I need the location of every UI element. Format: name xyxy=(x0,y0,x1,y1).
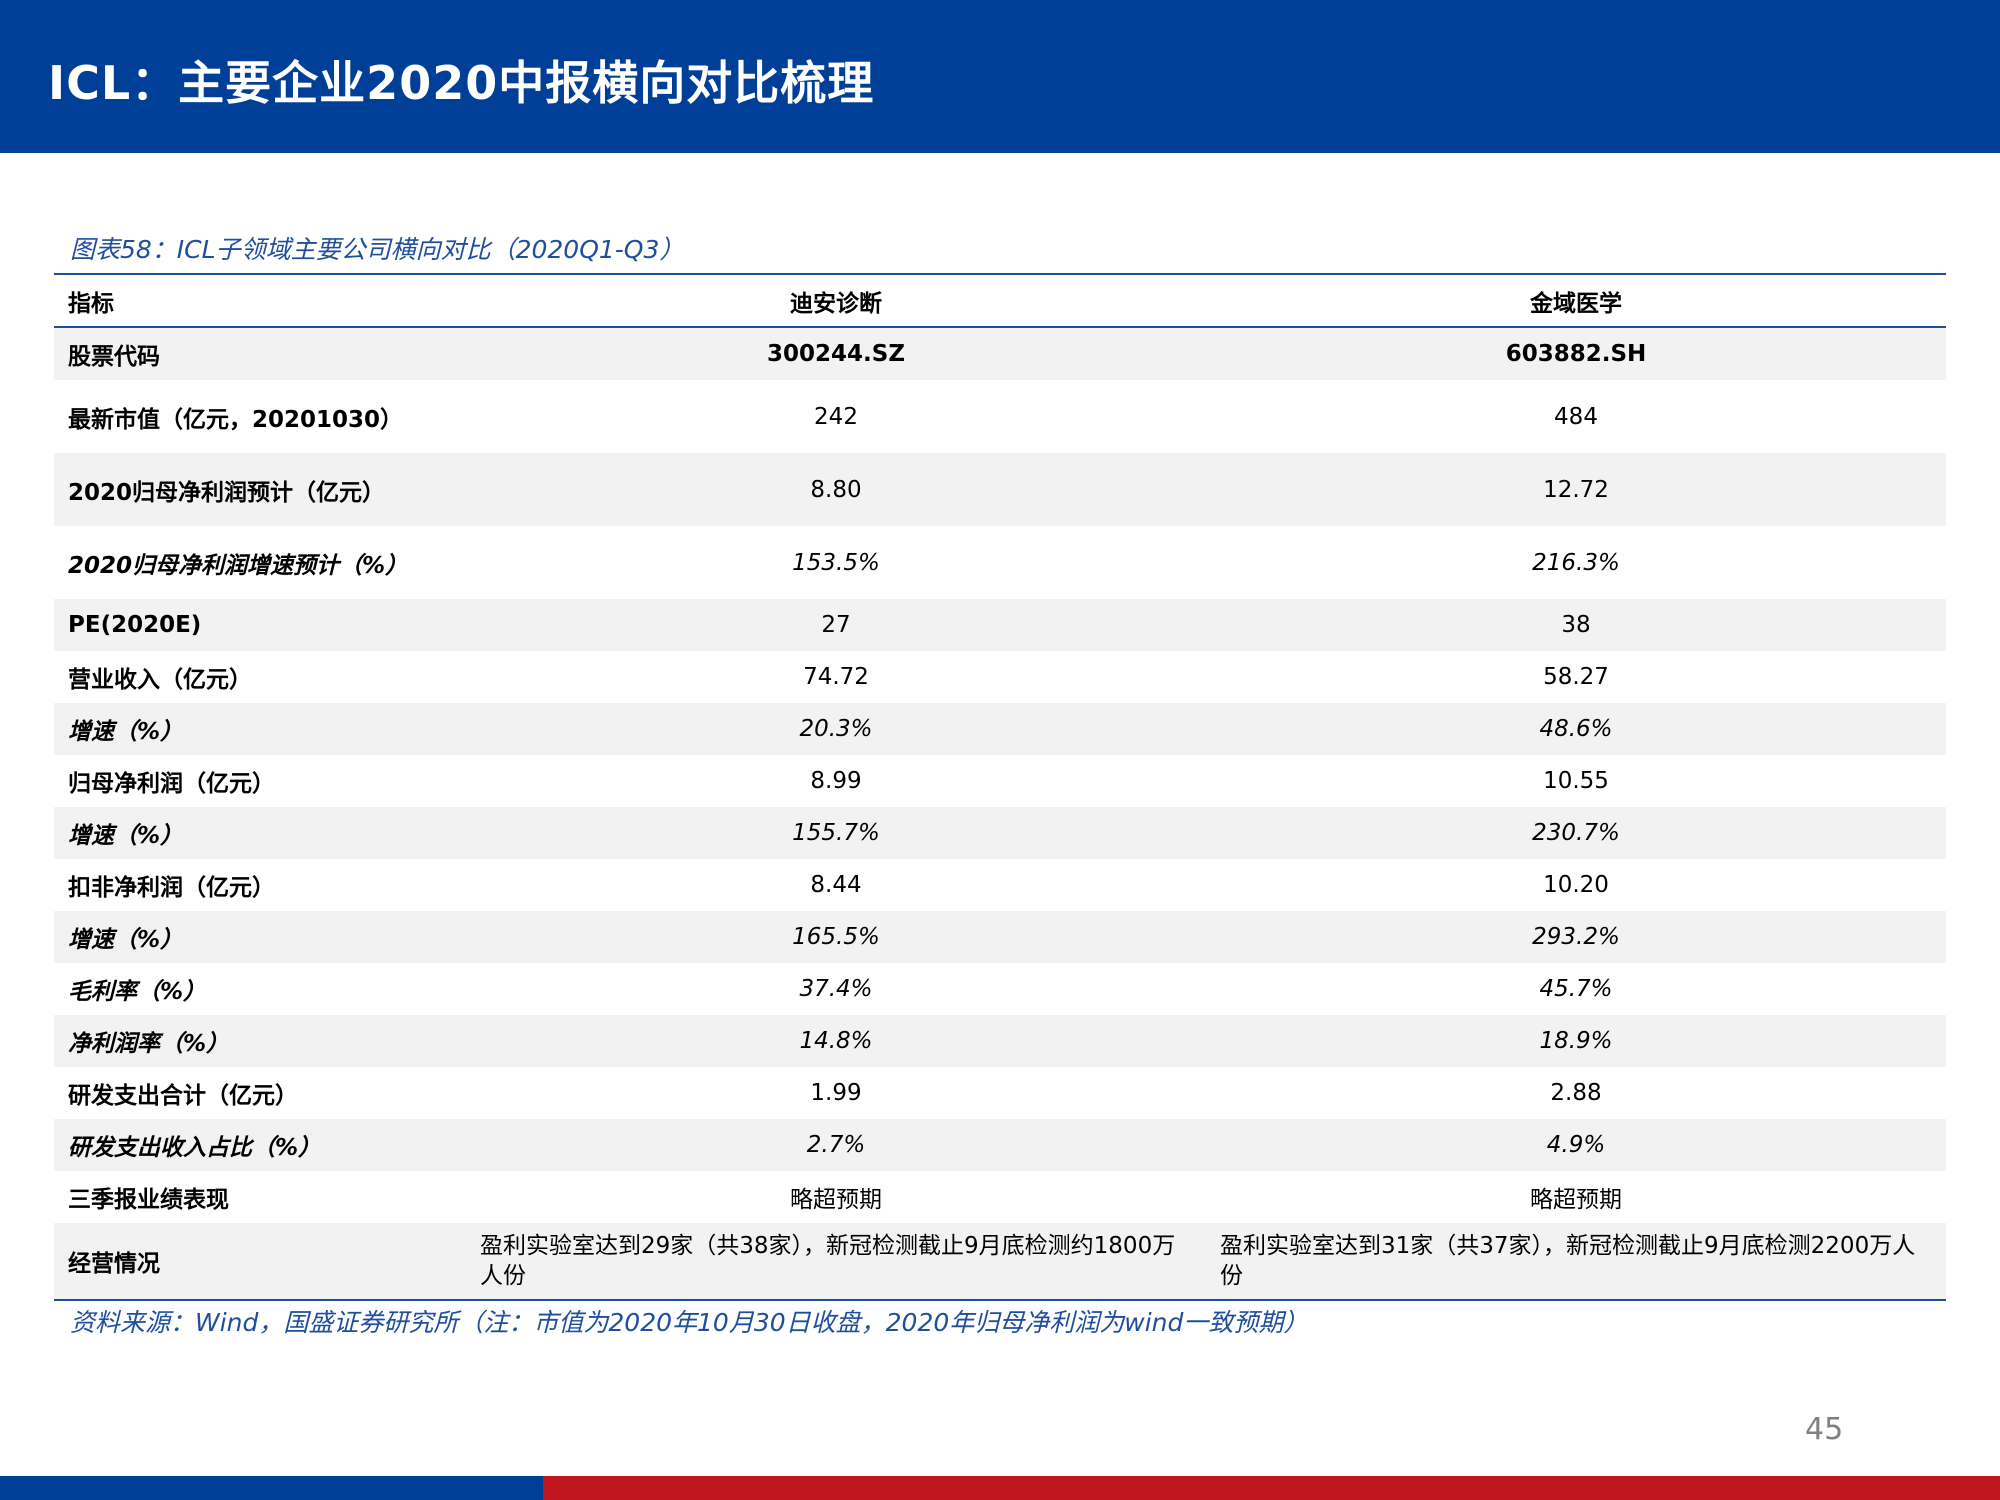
cell-jinyu: 603882.SH xyxy=(1206,327,1946,380)
row-label: 净利润率（%） xyxy=(54,1015,466,1067)
table-row: 营业收入（亿元） 74.72 58.27 xyxy=(54,651,1946,703)
cell-jinyu: 盈利实验室达到31家（共37家），新冠检测截止9月底检测2200万人份 xyxy=(1206,1223,1946,1299)
row-label: 研发支出收入占比（%） xyxy=(54,1119,466,1171)
cell-jinyu: 2.88 xyxy=(1550,1080,1602,1106)
cell-dian: 8.99 xyxy=(810,768,862,794)
cell-dian: 27 xyxy=(466,599,1206,651)
header-bar: ICL：主要企业2020中报横向对比梳理 xyxy=(0,0,2000,153)
cell-dian: 盈利实验室达到29家（共38家），新冠检测截止9月底检测约1800万人份 xyxy=(466,1223,1206,1299)
row-label: 增速（%） xyxy=(54,911,466,963)
row-label: 扣非净利润（亿元） xyxy=(68,875,275,901)
cell-dian: 155.7% xyxy=(466,807,1206,859)
table-row: 股票代码 300244.SZ 603882.SH xyxy=(54,327,1946,380)
comparison-table: 指标 迪安诊断 金域医学 股票代码 300244.SZ 603882.SH 最新… xyxy=(54,273,1946,1301)
cell-dian: 242 xyxy=(814,403,858,430)
table-row: 研发支出合计（亿元） 1.99 2.88 xyxy=(54,1067,1946,1119)
cell-jinyu: 216.3% xyxy=(1532,549,1620,576)
table-row: PE(2020E) 27 38 xyxy=(54,599,1946,651)
row-label: 三季报业绩表现 xyxy=(68,1187,229,1213)
cell-dian: 8.44 xyxy=(810,872,862,898)
cell-dian: 14.8% xyxy=(466,1015,1206,1067)
header-company-jinyu: 金域医学 xyxy=(1206,275,1946,328)
table-row: 2020归母净利润增速预计（%） 153.5% 216.3% xyxy=(54,526,1946,599)
cell-jinyu: 58.27 xyxy=(1543,664,1609,690)
row-label: 毛利率（%） xyxy=(68,979,207,1005)
cell-jinyu: 18.9% xyxy=(1206,1015,1946,1067)
cell-jinyu: 12.72 xyxy=(1206,453,1946,526)
table-row: 毛利率（%） 37.4% 45.7% xyxy=(54,963,1946,1015)
table-caption: 图表58：ICL子领域主要公司横向对比（2020Q1-Q3） xyxy=(70,235,685,264)
cell-jinyu: 略超预期 xyxy=(1530,1187,1622,1213)
table-row: 增速（%） 165.5% 293.2% xyxy=(54,911,1946,963)
cell-jinyu: 45.7% xyxy=(1539,976,1613,1002)
table-row: 2020归母净利润预计（亿元） 8.80 12.72 xyxy=(54,453,1946,526)
cell-jinyu: 484 xyxy=(1554,403,1598,430)
cell-jinyu: 230.7% xyxy=(1206,807,1946,859)
cell-dian: 2.7% xyxy=(466,1119,1206,1171)
row-label: 增速（%） xyxy=(54,703,466,755)
footer-red-bar xyxy=(543,1476,2000,1500)
cell-jinyu: 10.55 xyxy=(1543,768,1609,794)
cell-dian: 20.3% xyxy=(466,703,1206,755)
row-label: PE(2020E) xyxy=(54,599,466,651)
cell-jinyu: 48.6% xyxy=(1206,703,1946,755)
row-label: 营业收入（亿元） xyxy=(68,667,252,693)
footer-blue-bar xyxy=(0,1476,543,1500)
table-row: 三季报业绩表现 略超预期 略超预期 xyxy=(54,1171,1946,1223)
cell-dian: 74.72 xyxy=(803,664,869,690)
cell-dian: 1.99 xyxy=(810,1080,862,1106)
row-label: 最新市值（亿元，20201030） xyxy=(68,406,404,433)
row-label: 研发支出合计（亿元） xyxy=(68,1083,298,1109)
table-row: 归母净利润（亿元） 8.99 10.55 xyxy=(54,755,1946,807)
cell-dian: 8.80 xyxy=(466,453,1206,526)
row-label: 增速（%） xyxy=(54,807,466,859)
table-row: 增速（%） 155.7% 230.7% xyxy=(54,807,1946,859)
page-title: ICL：主要企业2020中报横向对比梳理 xyxy=(48,56,875,110)
row-label: 2020归母净利润增速预计（%） xyxy=(68,552,409,579)
table-row: 增速（%） 20.3% 48.6% xyxy=(54,703,1946,755)
source-note: 资料来源：Wind，国盛证券研究所（注：市值为2020年10月30日收盘，202… xyxy=(70,1308,1309,1337)
row-label: 归母净利润（亿元） xyxy=(68,771,275,797)
page-number: 45 xyxy=(1805,1412,1844,1447)
cell-dian: 300244.SZ xyxy=(466,327,1206,380)
cell-jinyu: 293.2% xyxy=(1206,911,1946,963)
table-row: 经营情况 盈利实验室达到29家（共38家），新冠检测截止9月底检测约1800万人… xyxy=(54,1223,1946,1299)
cell-dian: 37.4% xyxy=(799,976,873,1002)
row-label: 2020归母净利润预计（亿元） xyxy=(54,453,466,526)
row-label: 股票代码 xyxy=(54,327,466,380)
table-row: 最新市值（亿元，20201030） 242 484 xyxy=(54,380,1946,453)
table-row: 扣非净利润（亿元） 8.44 10.20 xyxy=(54,859,1946,911)
cell-jinyu: 4.9% xyxy=(1206,1119,1946,1171)
row-label: 经营情况 xyxy=(54,1223,466,1299)
cell-dian: 略超预期 xyxy=(790,1187,882,1213)
table-row: 净利润率（%） 14.8% 18.9% xyxy=(54,1015,1946,1067)
cell-jinyu: 10.20 xyxy=(1543,872,1609,898)
cell-dian: 153.5% xyxy=(792,549,880,576)
table-header-row: 指标 迪安诊断 金域医学 xyxy=(54,275,1946,328)
table-row: 研发支出收入占比（%） 2.7% 4.9% xyxy=(54,1119,1946,1171)
cell-dian: 165.5% xyxy=(466,911,1206,963)
header-company-dian: 迪安诊断 xyxy=(466,275,1206,328)
cell-jinyu: 38 xyxy=(1206,599,1946,651)
header-indicator: 指标 xyxy=(54,275,466,328)
